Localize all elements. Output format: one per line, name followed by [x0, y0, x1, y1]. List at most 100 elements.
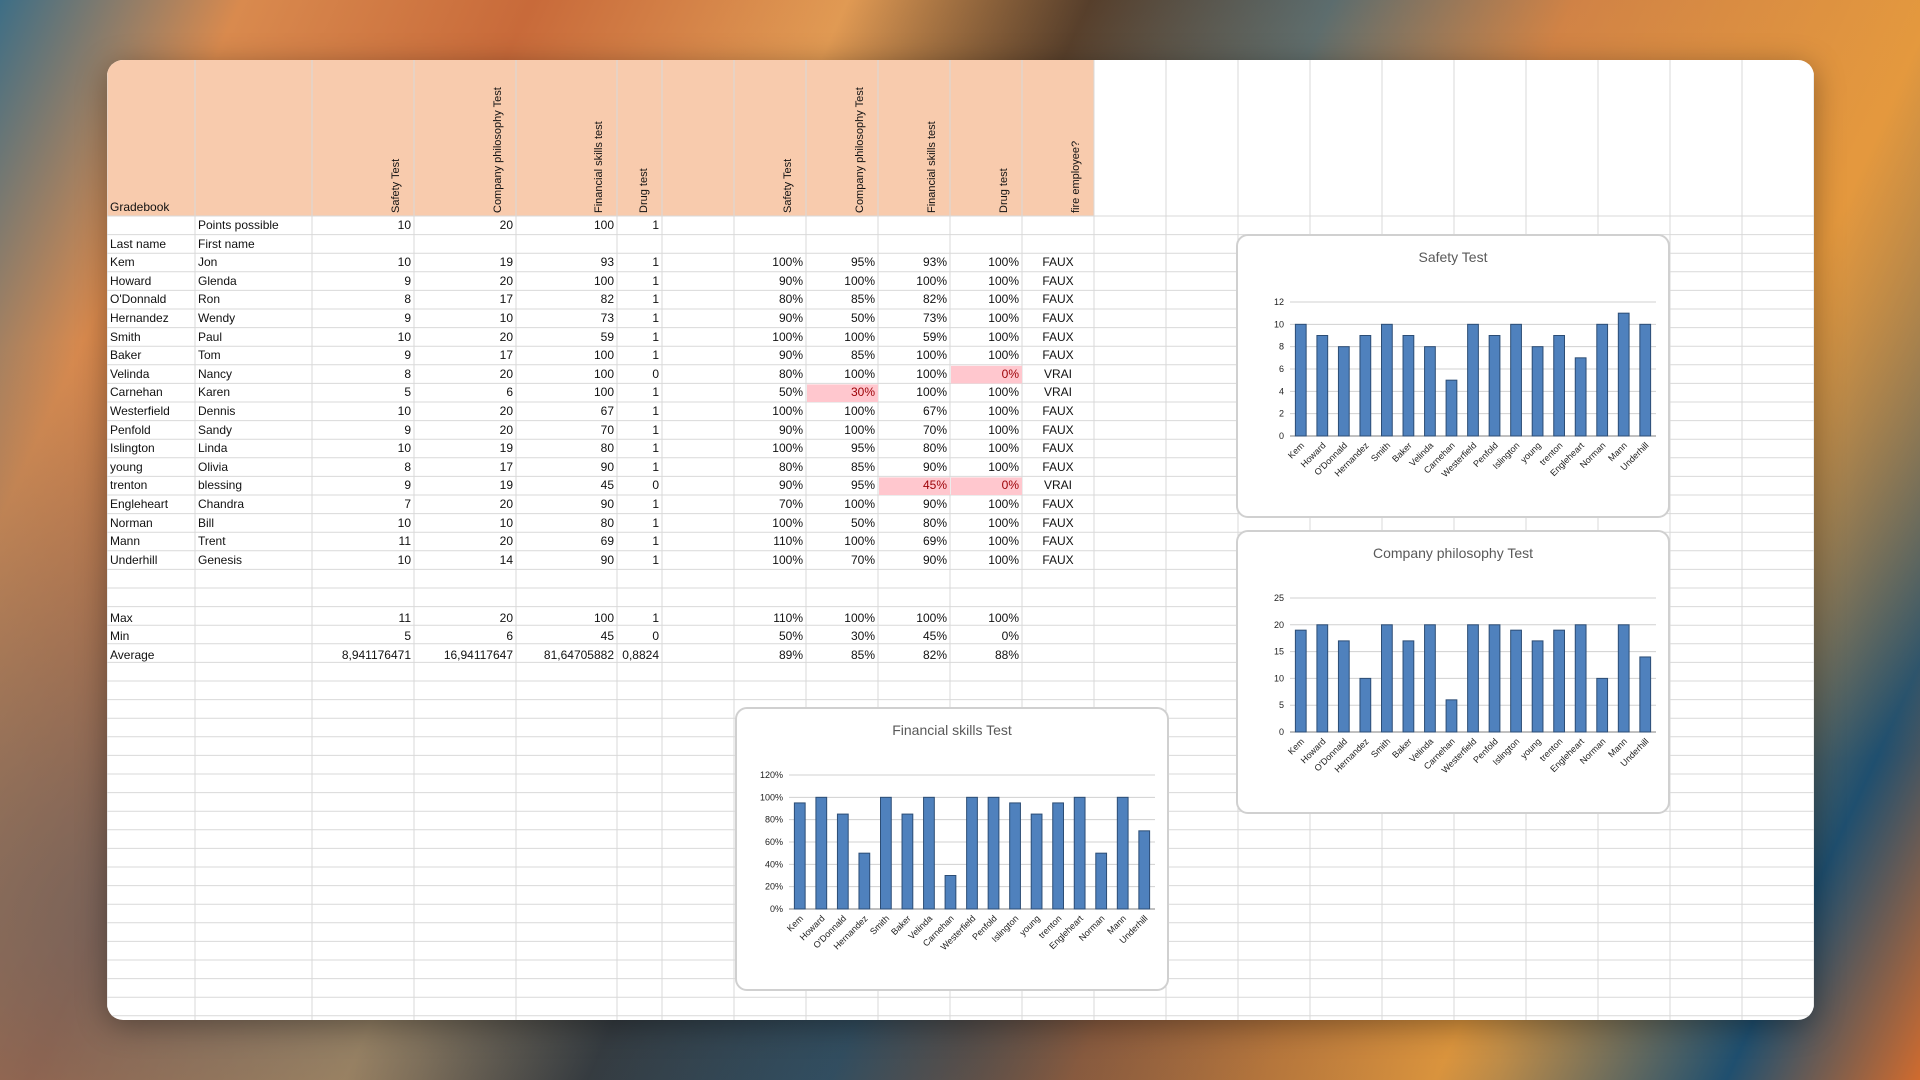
score-cell[interactable]: 80	[600, 441, 614, 456]
percent-cell[interactable]: 100%	[772, 552, 803, 567]
bar[interactable]	[1381, 323, 1393, 437]
score-cell[interactable]: 90	[600, 459, 614, 474]
score-cell[interactable]: 9	[404, 273, 411, 288]
bar[interactable]	[1095, 852, 1108, 910]
score-cell[interactable]: 0	[652, 478, 659, 493]
percent-cell[interactable]: 90%	[778, 422, 803, 437]
score-cell[interactable]: 90	[600, 552, 614, 567]
stat-score-cell[interactable]: 45	[600, 629, 614, 644]
fire-employee-cell[interactable]: FAUX	[1042, 422, 1074, 437]
percent-cell[interactable]: 100%	[988, 404, 1019, 418]
score-cell[interactable]: 1	[652, 497, 659, 511]
stat-score-cell[interactable]: 1	[652, 610, 659, 625]
column-header[interactable]: fire employee?	[1070, 140, 1082, 213]
percent-cell[interactable]: 70%	[778, 497, 803, 511]
bar[interactable]	[1116, 796, 1129, 910]
percent-cell[interactable]: 50%	[850, 515, 875, 530]
bar[interactable]	[1030, 813, 1043, 910]
percent-cell[interactable]: 80%	[778, 459, 803, 474]
bar[interactable]	[858, 852, 871, 910]
percent-cell[interactable]: 100%	[988, 255, 1019, 270]
percent-cell[interactable]: 100%	[988, 311, 1019, 325]
stat-label[interactable]: Max	[110, 610, 133, 625]
score-cell[interactable]: 90	[600, 497, 614, 511]
score-cell[interactable]: 8	[404, 292, 411, 307]
percent-cell[interactable]: 100%	[988, 422, 1019, 437]
percent-cell[interactable]: 50%	[778, 385, 803, 400]
percent-cell[interactable]: 90%	[778, 478, 803, 493]
percent-cell[interactable]: 100%	[772, 255, 803, 270]
score-cell[interactable]: 14	[499, 552, 513, 567]
score-cell[interactable]: 100	[593, 273, 614, 288]
first-name-header[interactable]: First name	[198, 236, 255, 251]
score-cell[interactable]: 82	[600, 292, 614, 307]
score-cell[interactable]: 20	[499, 497, 513, 511]
bar[interactable]	[1052, 802, 1064, 910]
bar[interactable]	[923, 796, 935, 910]
stat-percent-cell[interactable]: 100%	[844, 610, 875, 625]
first-name-cell[interactable]: Chandra	[198, 497, 245, 511]
percent-cell[interactable]: 100%	[988, 459, 1019, 474]
last-name-cell[interactable]: Engleheart	[110, 497, 169, 511]
bar[interactable]	[1574, 624, 1587, 733]
first-name-cell[interactable]: Ron	[198, 292, 221, 307]
score-cell[interactable]: 69	[600, 534, 614, 549]
bar[interactable]	[1316, 335, 1329, 437]
stat-label[interactable]: Average	[110, 647, 155, 662]
score-cell[interactable]: 67	[600, 404, 614, 418]
score-cell[interactable]: 1	[652, 422, 659, 437]
stat-percent-cell[interactable]: 89%	[778, 647, 803, 662]
percent-cell[interactable]: 100%	[988, 552, 1019, 567]
stat-score-cell[interactable]: 8,941176471	[341, 647, 411, 662]
column-header[interactable]: Company philosophy Test	[854, 87, 866, 213]
percent-cell[interactable]: 90%	[922, 497, 947, 511]
percent-cell[interactable]: 85%	[850, 459, 875, 474]
score-cell[interactable]: 8	[404, 459, 411, 474]
score-cell[interactable]: 1	[652, 515, 659, 530]
fire-employee-cell[interactable]: VRAI	[1043, 478, 1072, 493]
percent-cell[interactable]: 100%	[916, 348, 947, 363]
percent-cell[interactable]: 85%	[850, 348, 875, 363]
sheet-title[interactable]: Gradebook	[110, 200, 170, 214]
percent-cell[interactable]: 85%	[850, 292, 875, 307]
score-cell[interactable]: 100	[593, 348, 614, 363]
last-name-cell[interactable]: Smith	[110, 329, 141, 344]
last-name-cell[interactable]: Underhill	[110, 552, 158, 567]
percent-cell[interactable]: 90%	[778, 348, 803, 363]
percent-cell[interactable]: 82%	[922, 292, 947, 307]
score-cell[interactable]: 1	[652, 348, 659, 363]
percent-cell[interactable]: 95%	[850, 478, 875, 493]
bar[interactable]	[815, 796, 828, 910]
stat-percent-cell[interactable]: 45%	[922, 629, 947, 644]
bar[interactable]	[1337, 346, 1350, 437]
score-cell[interactable]: 93	[600, 255, 614, 270]
score-cell[interactable]: 10	[499, 311, 513, 325]
first-name-cell[interactable]: Paul	[198, 329, 223, 344]
score-cell[interactable]: 10	[397, 329, 411, 344]
bar[interactable]	[1316, 624, 1329, 733]
score-cell[interactable]: 17	[499, 292, 513, 307]
percent-cell[interactable]: 100%	[916, 366, 947, 381]
last-name-cell[interactable]: Hernandez	[110, 311, 169, 325]
bar[interactable]	[1445, 699, 1458, 733]
bar[interactable]	[1639, 323, 1652, 437]
score-cell[interactable]: 1	[652, 441, 659, 456]
last-name-cell[interactable]: young	[110, 459, 143, 474]
score-cell[interactable]: 9	[404, 311, 411, 325]
fire-employee-cell[interactable]: FAUX	[1042, 329, 1074, 344]
percent-cell[interactable]: 100%	[772, 404, 803, 418]
score-cell[interactable]: 1	[652, 292, 659, 307]
points-possible-value[interactable]: 100	[593, 218, 614, 232]
bar[interactable]	[1294, 629, 1307, 733]
first-name-cell[interactable]: Dennis	[198, 404, 236, 418]
score-cell[interactable]: 10	[397, 552, 411, 567]
score-cell[interactable]: 45	[600, 478, 614, 493]
percent-cell[interactable]: 100%	[844, 404, 875, 418]
score-cell[interactable]: 20	[499, 422, 513, 437]
bar[interactable]	[1531, 346, 1544, 437]
column-header[interactable]: Drug test	[998, 168, 1010, 213]
score-cell[interactable]: 1	[652, 273, 659, 288]
score-cell[interactable]: 7	[404, 497, 411, 511]
first-name-cell[interactable]: Olivia	[198, 459, 229, 474]
column-header[interactable]: Company philosophy Test	[492, 87, 504, 213]
